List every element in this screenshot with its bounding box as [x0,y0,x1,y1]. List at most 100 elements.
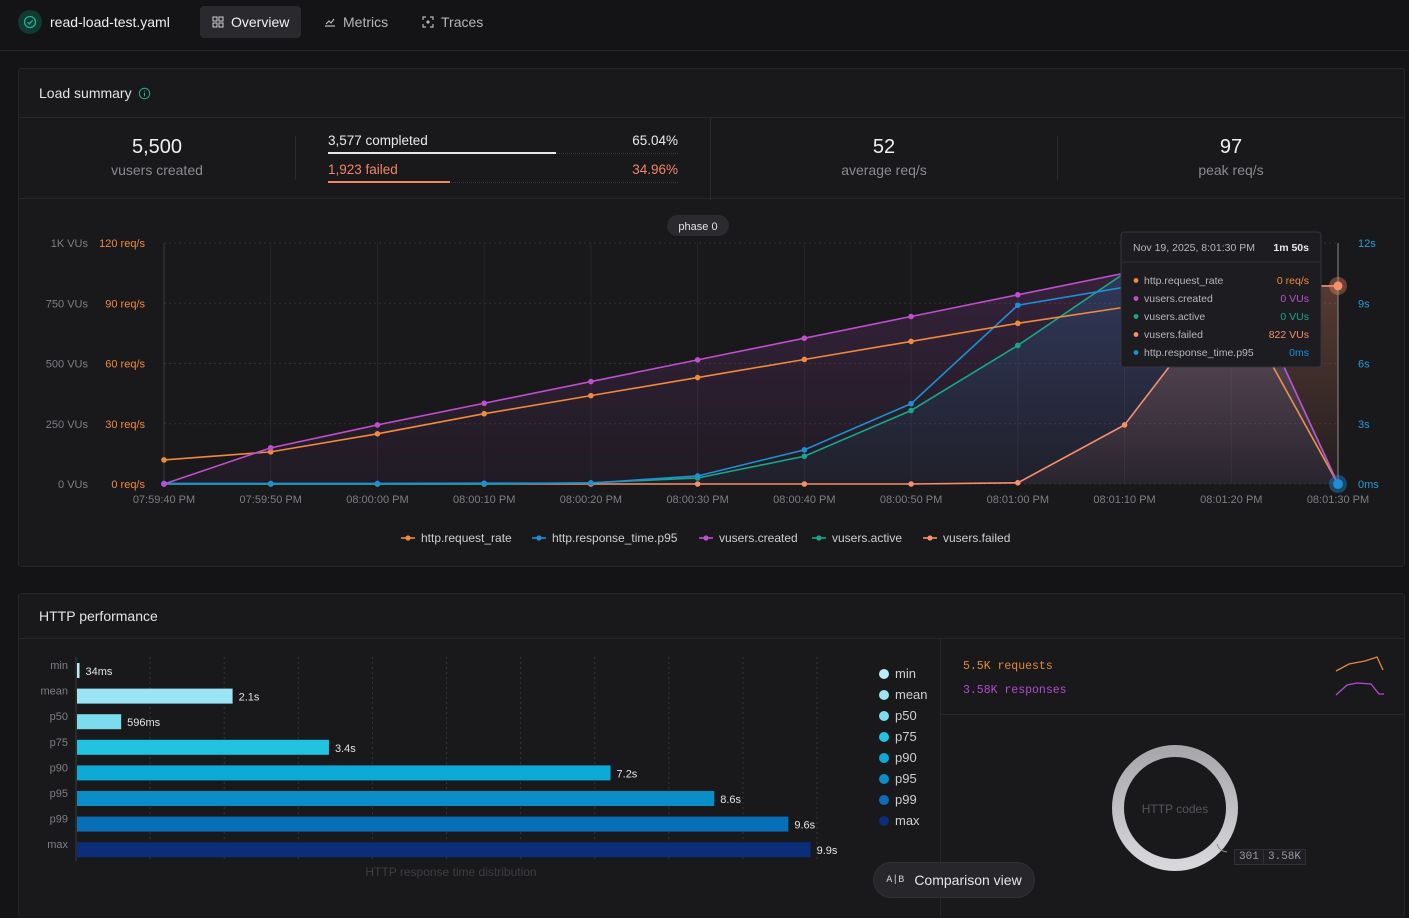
data-point-vusers-created [694,357,701,363]
legend-label: p50 [895,708,917,723]
completed-label: 3,577 completed [328,133,428,148]
tab-traces[interactable]: Traces [410,6,495,38]
bar-value-label: 7.2s [617,768,638,780]
legend-label: min [895,666,916,681]
legend-item-vusers-failed[interactable]: vusers.failed [923,531,1010,545]
x-tick-label: 08:01:20 PM [1200,494,1262,506]
bar-min [77,663,80,678]
legend-label: p95 [895,771,917,786]
vusers-created-label: vusers created [111,162,203,178]
phase-badge [667,215,729,236]
completed-percent: 65.04% [632,133,678,148]
comparison-view-button[interactable]: A|B Comparison view [873,862,1035,898]
load-summary-title: Load summary [39,85,151,101]
y-tick-rps: 120 req/s [99,238,145,250]
legend-dot [879,752,889,763]
legend-item-http-request_rate[interactable]: http.request_rate [401,531,512,545]
data-point-vusers-failed [694,481,701,487]
data-point-http-request_rate [1015,320,1021,327]
http-performance-card: HTTP performance min 34ms mean 2.1s p50 596ms… [18,593,1405,918]
legend-label: max [895,813,920,828]
timeline-chart[interactable]: 0 VUs 0 req/s 0ms 250 VUs 30 req/s 3s 500 VUs 6… [19,200,1404,565]
data-point-vusers-created [481,400,487,407]
distribution-legend-item[interactable]: p99 [879,792,917,807]
top-bar: read-load-test.yaml Overview Metrics Tra… [0,0,1409,51]
x-tick-label: 07:59:40 PM [133,494,195,506]
tab-metrics[interactable]: Metrics [312,6,400,38]
data-point-vusers-failed [908,481,914,487]
summary-stats-row: 5,500 vusers created 3,577 completed 65.… [19,117,1404,200]
data-point-vusers-created [161,481,167,487]
legend-item-vusers-created[interactable]: vusers.created [699,531,798,545]
distribution-legend-item[interactable]: p90 [879,750,917,765]
y-tick-ms: 6s [1358,359,1370,371]
average-rps-value: 52 [872,136,896,158]
tooltip-series-value: 0 VUs [1280,293,1309,305]
tooltip-date: Nov 19, 2025, 8:01:30 PM [1133,242,1255,254]
y-tick-vus: 1K VUs [51,238,89,250]
info-icon[interactable] [138,87,151,100]
grid-icon [212,16,224,28]
distribution-legend-item[interactable]: mean [879,687,928,702]
bar-category-label: p99 [50,814,68,826]
http-performance-title: HTTP performance [39,608,158,624]
peak-rps-label: peak req/s [1198,162,1264,178]
distribution-legend-item[interactable]: p75 [879,729,917,744]
http-side-panel: 5.5K requests 3.58K responses HTTP codes… [940,639,1405,917]
legend-dot [879,815,889,826]
legend-label: vusers.active [832,531,902,545]
bar-p50 [77,714,122,730]
legend-dot [879,731,889,742]
data-point-vusers-active [801,453,808,460]
http-codes-title: HTTP codes [1142,802,1208,816]
bar-value-label: 9.9s [817,845,838,857]
bar-category-label: min [50,660,68,672]
x-tick-label: 08:01:10 PM [1093,494,1155,506]
distribution-legend-item[interactable]: p95 [879,771,917,786]
http-code-label: 301 [1234,849,1264,865]
x-tick-label: 07:59:50 PM [240,494,302,506]
chart-tooltip: Nov 19, 2025, 8:01:30 PM 1m 50s http.reque… [1120,231,1322,368]
distribution-legend-item[interactable]: min [879,666,916,681]
vusers-created-value: 5,500 [131,136,183,158]
legend-dot [879,668,889,679]
data-point-http-request_rate [588,392,594,399]
average-rps-stat: 52 average req/s [794,136,974,178]
x-tick-label: 08:01:30 PM [1307,494,1369,506]
tooltip-series-value: 0ms [1289,347,1309,359]
responses-count: 3.58K responses [963,684,1067,697]
legend-label: p75 [895,729,917,744]
bar-value-label: 2.1s [239,692,260,704]
y-tick-vus: 500 VUs [46,359,89,371]
tooltip-series-value: 0 req/s [1277,275,1309,287]
bar-category-label: p50 [50,711,68,723]
data-point-http-response_time-p95 [908,400,914,407]
load-summary-title-text: Load summary [39,85,132,101]
distribution-legend-item[interactable]: p50 [879,708,917,723]
legend-label: http.request_rate [421,531,512,545]
divider [941,714,1405,715]
tooltip-series-value: 0 VUs [1280,311,1309,323]
bar-max [77,842,811,858]
y-tick-rps: 60 req/s [105,359,145,371]
distribution-chart-title: HTTP response time distribution [365,865,536,879]
failed-bar [328,181,451,183]
data-point-http-response_time-p95 [267,480,274,487]
data-point-http-response_time-p95 [374,480,381,487]
bar-p95 [77,791,715,806]
legend-item-http-response_time-p95[interactable]: http.response_time.p95 [532,531,678,545]
data-point-vusers-failed [1121,422,1128,428]
tab-overview[interactable]: Overview [200,6,302,38]
vusers-created-stat: 5,500 vusers created [67,136,247,178]
y-tick-vus: 0 VUs [58,479,88,491]
x-tick-label: 08:00:30 PM [666,494,728,506]
y-tick-ms: 12s [1358,238,1376,250]
legend-label: http.response_time.p95 [552,531,678,545]
tooltip-series-value: 822 VUs [1269,329,1309,341]
tooltip-dot [1133,296,1139,301]
area-vusers-active [164,252,1338,484]
distribution-legend-item[interactable]: max [879,813,920,828]
x-tick-label: 08:00:50 PM [880,494,942,506]
legend-item-vusers-active[interactable]: vusers.active [812,531,902,545]
tooltip-box [1120,231,1322,368]
